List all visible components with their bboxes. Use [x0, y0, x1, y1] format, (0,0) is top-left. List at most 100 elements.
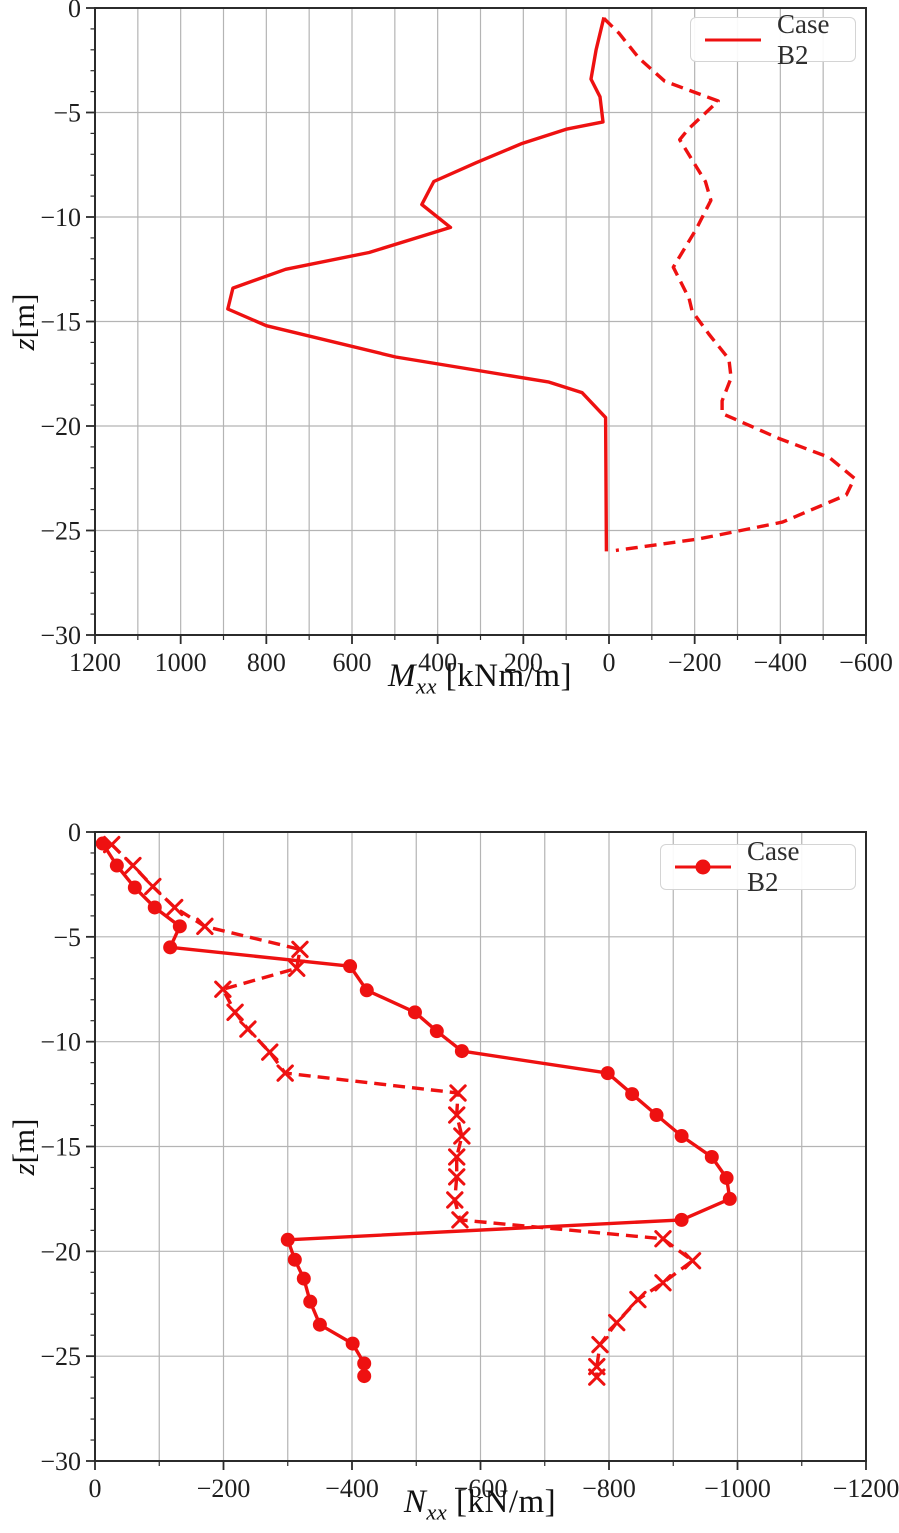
axis-ticks: [86, 7, 867, 644]
circle-marker: [127, 880, 142, 895]
circle-marker: [357, 1356, 372, 1371]
x-tick-label: −1000: [704, 1474, 771, 1503]
normal-force-chart-x-axis-label: Nxx [kN/m]: [404, 1484, 556, 1526]
x-tick-label: 0: [89, 1474, 102, 1503]
normal-force-chart-y-axis-label: z[m]: [6, 1119, 42, 1176]
x-marker: [654, 1230, 672, 1248]
x-tick-label: 600: [333, 648, 372, 677]
circle-marker: [296, 1271, 311, 1286]
y-tick-label: −10: [40, 1028, 81, 1057]
y-tick-label: −25: [40, 517, 81, 546]
x-tick-label: −600: [454, 1474, 508, 1503]
x-tick-label: 400: [418, 648, 457, 677]
y-tick-label: −30: [40, 1447, 81, 1476]
series-dashed: [602, 17, 857, 553]
x-marker: [196, 917, 214, 936]
circle-marker: [625, 1087, 640, 1102]
y-tick-label: −5: [53, 923, 81, 952]
circle-marker: [163, 940, 178, 955]
legend-line-sample: [705, 33, 761, 47]
x-tick-label: −800: [582, 1474, 636, 1503]
gridlines: [94, 831, 867, 1462]
circle-marker: [649, 1108, 664, 1123]
x-marker: [591, 1335, 609, 1354]
x-marker: [453, 1127, 471, 1145]
circle-marker: [345, 1336, 360, 1351]
y-axis-variable: z: [6, 338, 41, 351]
y-axis-unit: [m]: [6, 293, 41, 339]
x-tick-label: −200: [197, 1474, 251, 1503]
x-tick-label: −1200: [833, 1474, 899, 1503]
y-tick-label: −20: [40, 412, 81, 441]
y-tick-label: 0: [68, 818, 81, 847]
legend-entry-case-b2: Case B2: [747, 836, 800, 897]
x-tick-label: 0: [603, 648, 616, 677]
circle-marker: [359, 983, 374, 998]
circle-marker: [704, 1149, 719, 1164]
x-marker: [448, 1168, 466, 1186]
y-tick-label: −10: [40, 203, 81, 232]
circle-marker: [343, 959, 358, 974]
x-marker: [448, 1106, 466, 1124]
x-tick-label: −600: [839, 648, 893, 677]
circle-marker: [719, 1170, 734, 1185]
x-tick-label: −400: [753, 648, 807, 677]
x-marker: [103, 835, 121, 854]
x-tick-label: 1200: [69, 648, 121, 677]
legend-line-circle-sample: [675, 859, 731, 875]
moment-chart-y-axis-label: z[m]: [6, 294, 42, 351]
gridlines: [94, 7, 867, 636]
circle-marker: [674, 1212, 689, 1227]
circle-marker: [357, 1369, 372, 1384]
y-tick-label: −25: [40, 1342, 81, 1371]
x-axis-subscript: xx: [426, 1499, 448, 1525]
tick-labels: 0 −200 −400 −600 −800 −1000 −1200 0 −5 −10 −15 −20 −…: [40, 818, 899, 1503]
y-axis-unit: [m]: [6, 1118, 41, 1164]
x-marker: [448, 1148, 466, 1166]
x-tick-label: −200: [668, 648, 722, 677]
y-tick-label: −20: [40, 1237, 81, 1266]
circle-marker: [407, 1005, 422, 1020]
tick-labels: 1200 1000 800 600 400 200 0 −200 −400 −600 0 −5 −10 −…: [40, 0, 893, 677]
y-tick-label: −15: [40, 308, 81, 337]
chart-1: 0 −200 −400 −600 −800 −1000 −1200 0 −5 −10 −15 −20 −…: [40, 818, 899, 1503]
x-marker: [261, 1043, 279, 1061]
x-axis-variable: N: [403, 1484, 427, 1520]
normal-force-chart-legend: Case B2: [660, 836, 856, 897]
x-axis-variable: M: [388, 658, 416, 694]
circle-marker: [303, 1294, 318, 1309]
x-marker: [449, 1084, 467, 1102]
x-axis-unit: [kNm/m]: [436, 658, 572, 694]
plot-border: [94, 7, 867, 636]
circle-marker: [109, 858, 124, 873]
series-solid-case-b2: [226, 17, 609, 552]
circle-marker: [147, 900, 162, 915]
moment-chart-legend: Case B2: [690, 9, 856, 70]
circle-marker: [429, 1024, 444, 1039]
circle-marker: [454, 1044, 469, 1059]
y-axis-variable: z: [6, 1163, 41, 1176]
x-marker: [276, 1064, 294, 1082]
y-tick-label: −15: [40, 1133, 81, 1162]
x-marker: [654, 1274, 672, 1292]
x-marker: [144, 877, 162, 896]
circle-marker: [674, 1129, 689, 1144]
y-tick-label: 0: [68, 0, 81, 23]
x-marker: [291, 940, 309, 959]
x-tick-label: 1000: [155, 648, 207, 677]
x-marker: [165, 898, 184, 917]
x-marker: [226, 1003, 244, 1022]
x-marker: [451, 1211, 469, 1229]
x-marker: [214, 980, 232, 998]
x-tick-label: −400: [325, 1474, 379, 1503]
x-tick-label: 800: [247, 648, 286, 677]
circle-marker: [312, 1317, 327, 1332]
x-marker: [683, 1252, 702, 1270]
chart-0: 1200 1000 800 600 400 200 0 −200 −400 −600 0 −5 −10 −…: [40, 0, 893, 677]
x-axis-unit: [kN/m]: [447, 1484, 557, 1520]
x-marker: [588, 1368, 606, 1386]
y-tick-label: −30: [40, 621, 81, 650]
x-tick-label: 200: [504, 648, 543, 677]
